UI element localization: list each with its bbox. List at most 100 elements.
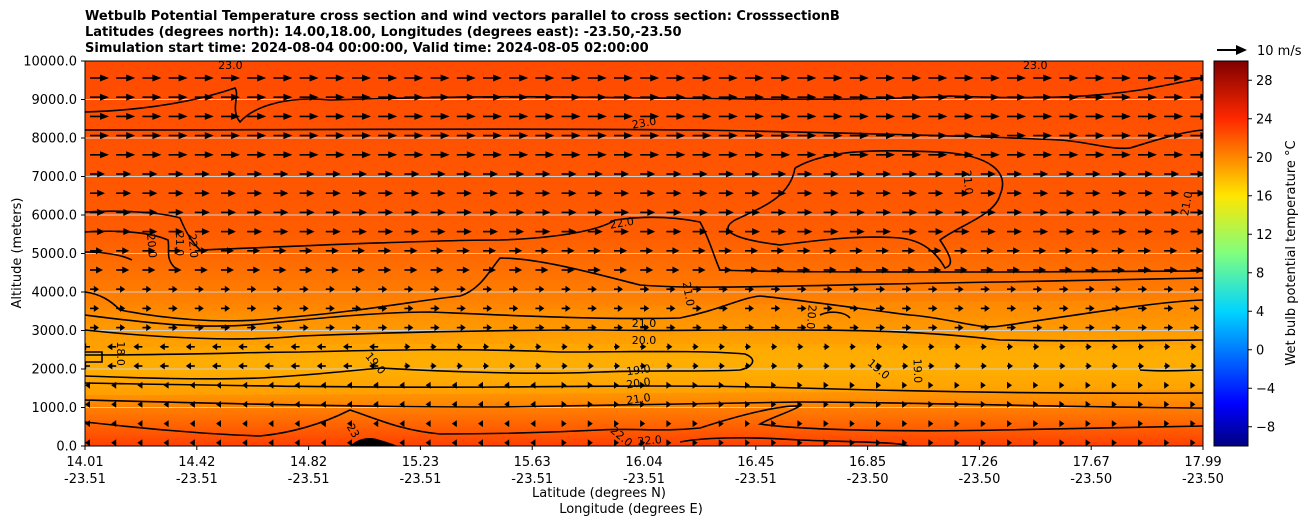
wind-vector-head bbox=[928, 439, 934, 446]
wind-vector-head bbox=[745, 381, 750, 389]
wind-vector-head bbox=[617, 304, 623, 312]
wind-vector-head bbox=[425, 400, 431, 408]
wind-vector-head bbox=[693, 459, 698, 466]
wind-vector-head bbox=[133, 343, 139, 351]
wind-vector-head bbox=[513, 324, 519, 332]
wind-vector-head bbox=[984, 324, 990, 332]
x-tick-label-lon: -23.51 bbox=[288, 472, 330, 487]
wind-vector-head bbox=[1171, 228, 1180, 236]
wind-vector-head bbox=[257, 93, 267, 101]
wind-vector-head bbox=[1069, 112, 1079, 120]
x-tick-label-lat: 17.67 bbox=[1073, 455, 1110, 470]
wind-vector-head bbox=[587, 439, 593, 446]
contour-20-left bbox=[85, 251, 133, 261]
wind-vector-head bbox=[1112, 343, 1118, 351]
wind-vector-head bbox=[1190, 420, 1196, 428]
x-axis: 14.01 -23.51 14.42 -23.51 14.82 -23.51 15.23 -2… bbox=[64, 446, 1224, 487]
wind-vector-head bbox=[670, 324, 676, 332]
wind-vector-head bbox=[204, 151, 214, 159]
wind-vector-head bbox=[320, 439, 326, 446]
wind-vector-head bbox=[567, 247, 575, 255]
wind-vector-head bbox=[990, 93, 1000, 101]
wind-vector-head bbox=[1171, 189, 1180, 197]
wind-vector-head bbox=[1017, 93, 1026, 101]
wind-vector-head bbox=[504, 381, 510, 389]
wind-vector-head bbox=[460, 324, 466, 332]
wind-vector-head bbox=[216, 439, 221, 446]
wind-vector-head bbox=[719, 343, 725, 351]
x-tick-label-lon: -23.50 bbox=[1070, 472, 1112, 487]
wind-vector-head bbox=[1089, 304, 1095, 312]
wind-vector-head bbox=[347, 478, 352, 485]
wind-vector-head bbox=[906, 304, 912, 312]
wind-vector-head bbox=[309, 112, 319, 120]
wind-vector-head bbox=[807, 132, 817, 140]
wind-vector-head bbox=[519, 93, 529, 101]
wind-vector-head bbox=[1118, 170, 1127, 178]
colorbar-tick-label: 4 bbox=[1256, 305, 1264, 320]
wind-vector-head bbox=[823, 400, 829, 408]
wind-vector-head bbox=[571, 151, 581, 159]
wind-vector-head bbox=[699, 208, 708, 216]
wind-vector-head bbox=[224, 304, 230, 312]
wind-vector-head bbox=[615, 343, 620, 351]
wind-vector-head bbox=[725, 208, 734, 216]
wind-vector-head bbox=[955, 362, 961, 370]
wind-vector-head bbox=[268, 459, 273, 466]
wind-vector-head bbox=[807, 74, 817, 82]
wind-vector-head bbox=[504, 420, 510, 428]
wind-vector-head bbox=[673, 170, 682, 178]
wind-vector-head bbox=[305, 266, 313, 274]
wind-vector-head bbox=[801, 304, 807, 312]
wind-vector-head bbox=[85, 381, 90, 389]
wind-vector-head bbox=[778, 189, 787, 197]
wind-vector-head bbox=[530, 400, 536, 408]
wind-vector-head bbox=[100, 93, 109, 101]
wind-vector-head bbox=[198, 324, 204, 332]
wind-vector-head bbox=[853, 304, 859, 312]
wind-vector-head bbox=[264, 343, 270, 351]
wind-vector-head bbox=[174, 266, 182, 274]
wind-vector-head bbox=[493, 132, 502, 140]
wind-vector-head bbox=[434, 285, 440, 293]
wind-vector-head bbox=[879, 324, 885, 332]
wind-vector-head bbox=[876, 381, 881, 389]
wind-vector-head bbox=[1013, 247, 1020, 255]
y-tick-label: 8000.0 bbox=[32, 132, 78, 147]
wind-vector-head bbox=[1066, 228, 1075, 236]
wind-vector-head bbox=[693, 478, 698, 485]
wind-vector-head bbox=[745, 439, 750, 446]
wind-vector-head bbox=[859, 74, 869, 82]
wind-vector-head bbox=[331, 247, 339, 255]
wind-vector-head bbox=[1039, 247, 1047, 255]
contour-label: 23.0 bbox=[218, 59, 243, 72]
wind-vector-head bbox=[122, 266, 130, 274]
wind-vector-head bbox=[696, 324, 702, 332]
wind-vector-head bbox=[797, 478, 802, 485]
wind-vector-head bbox=[621, 170, 629, 178]
wind-vector-head bbox=[238, 362, 244, 370]
wind-vector-head bbox=[277, 324, 283, 332]
wind-vector-head bbox=[781, 132, 791, 140]
wind-vector-head bbox=[542, 208, 551, 216]
wind-vector-head bbox=[824, 343, 830, 351]
wind-vector-head bbox=[906, 324, 912, 332]
wind-vector-head bbox=[987, 170, 996, 178]
wind-vector-head bbox=[231, 151, 240, 159]
wind-vector-head bbox=[347, 420, 352, 428]
wind-vector-head bbox=[303, 304, 309, 312]
wind-vector-head bbox=[1171, 170, 1180, 178]
wind-vector-head bbox=[824, 459, 829, 466]
x-tick-label-lat: 16.45 bbox=[737, 455, 774, 470]
wind-vector-head bbox=[1121, 151, 1131, 159]
wind-vector-head bbox=[294, 400, 300, 408]
wind-vector-head bbox=[934, 266, 942, 274]
wind-vector-head bbox=[1170, 266, 1178, 274]
wind-vector-head bbox=[849, 439, 855, 446]
wind-vector-head bbox=[824, 362, 830, 370]
chart-title-line-3: Simulation start time: 2024-08-04 00:00:… bbox=[85, 41, 649, 56]
wind-vector-head bbox=[929, 343, 935, 351]
wind-vector-head bbox=[624, 151, 633, 159]
wind-vector-head bbox=[513, 285, 519, 293]
wind-vector-head bbox=[410, 247, 418, 255]
